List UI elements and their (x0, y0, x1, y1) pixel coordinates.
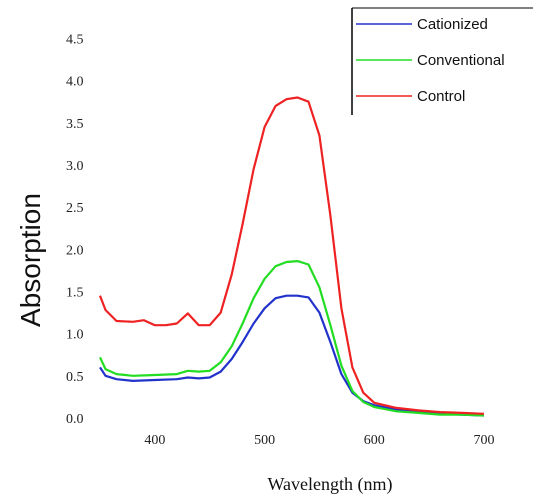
y-axis-label: Absorption (15, 193, 46, 327)
y-axis-ticks: 0.0 0.5 1.0 1.5 2.0 2.5 3.0 3.5 4.0 4.5 (66, 32, 84, 427)
series-line-control (98, 96, 485, 415)
y-tick-label: 4.5 (66, 32, 84, 47)
series-line-cationized (99, 294, 485, 417)
y-tick-label: 2.5 (66, 201, 84, 216)
x-tick-label: 700 (474, 433, 495, 448)
x-tick-label: 400 (144, 433, 165, 448)
legend-label-control: Control (417, 88, 465, 105)
legend: Cationized Conventional Control (351, 7, 533, 115)
y-tick-label: 1.5 (66, 285, 84, 300)
y-tick-label: 4.0 (66, 75, 84, 90)
x-axis-label: Wavelength (nm) (267, 474, 392, 495)
y-tick-label: 1.0 (66, 328, 84, 343)
legend-label-cationized: Cationized (417, 16, 488, 33)
x-tick-label: 500 (254, 433, 275, 448)
legend-label-conventional: Conventional (417, 52, 505, 69)
y-tick-label: 3.5 (66, 117, 84, 132)
y-tick-label: 0.0 (66, 412, 84, 427)
y-tick-label: 2.0 (66, 243, 84, 258)
x-axis-ticks: 400 500 600 700 (144, 433, 494, 448)
series-line-conventional (99, 260, 485, 417)
y-tick-label: 3.0 (66, 159, 84, 174)
y-tick-label: 0.5 (66, 370, 84, 385)
series-lines (98, 96, 485, 417)
x-tick-label: 600 (364, 433, 385, 448)
